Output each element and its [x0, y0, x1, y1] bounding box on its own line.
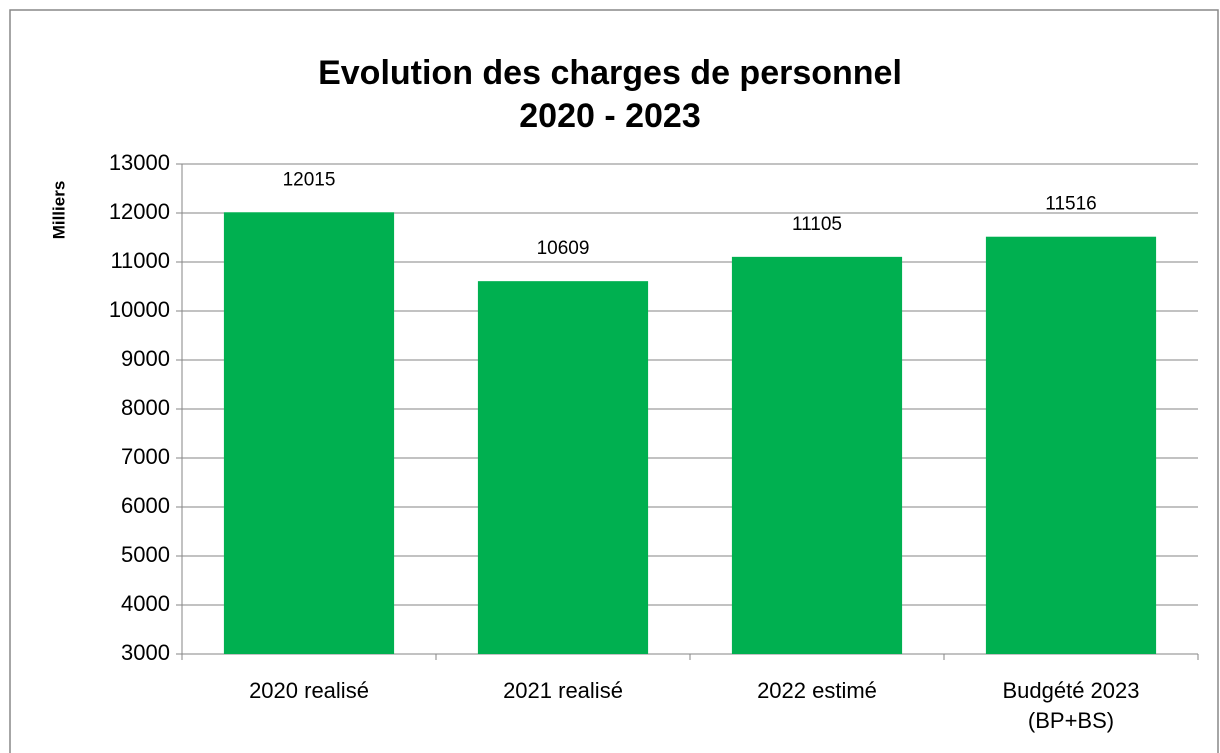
bar [731, 256, 903, 654]
x-tick-label: 2022 estimé [757, 678, 877, 703]
x-tick-label: 2020 realisé [249, 678, 369, 703]
y-tick-label: 11000 [110, 248, 170, 273]
bar [223, 212, 395, 654]
y-tick-label: 6000 [121, 493, 170, 518]
chart-title: 2020 - 2023 [519, 97, 701, 135]
y-tick-label: 10000 [109, 297, 170, 322]
y-tick-label: 9000 [121, 346, 170, 371]
bar [477, 281, 649, 654]
y-tick-label: 5000 [121, 542, 170, 567]
y-tick-label: 3000 [121, 640, 170, 665]
y-axis-label: Milliers [49, 181, 68, 240]
chart-title: Evolution des charges de personnel [318, 54, 902, 92]
data-label: 12015 [283, 169, 336, 190]
data-label: 11105 [792, 214, 842, 235]
y-tick-label: 7000 [121, 444, 170, 469]
y-tick-label: 13000 [109, 150, 170, 175]
x-tick-label: Budgété 2023 (BP+BS) [1002, 678, 1140, 733]
data-label: 11516 [1045, 194, 1096, 215]
y-tick-label: 12000 [109, 199, 170, 224]
data-label: 10609 [537, 238, 590, 259]
bar [985, 236, 1157, 654]
x-tick-label: 2021 realisé [503, 678, 623, 703]
y-tick-label: 4000 [121, 591, 170, 616]
y-tick-label: 8000 [121, 395, 170, 420]
